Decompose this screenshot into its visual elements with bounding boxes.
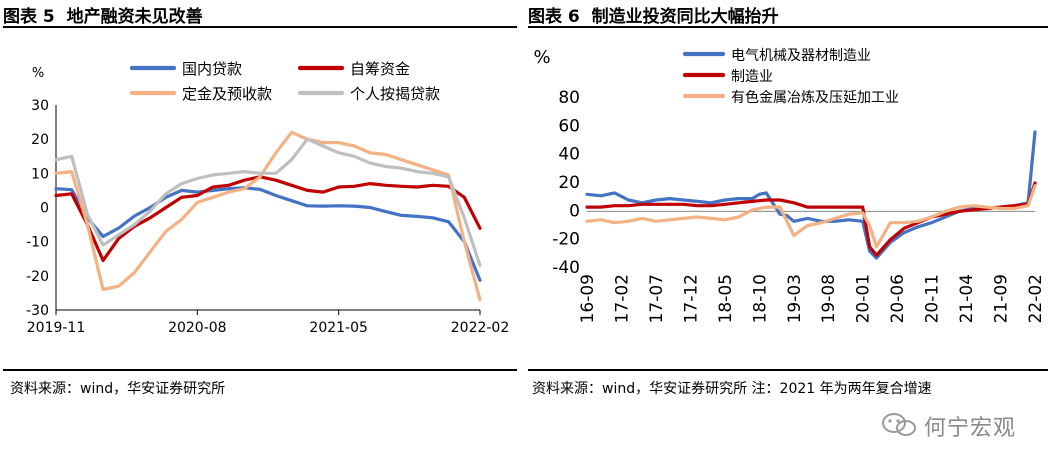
right-x-tick-label: 19-08 [819, 274, 839, 323]
right-title-prefix: 图表 6 [528, 7, 580, 27]
right-x-tick-label: 18-10 [750, 274, 770, 323]
left-x-tick-label: 2022-02 [451, 320, 510, 336]
left-legend-label-1: 国内贷款 [182, 60, 242, 78]
left-x-tick-label: 2021-05 [309, 320, 368, 336]
left-legend-label-2: 自筹资金 [350, 60, 410, 78]
right-y-tick-label: -40 [552, 258, 580, 278]
right-x-tick-label: 20-06 [888, 274, 908, 323]
left-series-line-4 [54, 137, 482, 268]
left-title-text: 地产融资未见改善 [66, 7, 203, 27]
right-chart: % -40 -20 0 20 40 60 80 16-09 17-02 17-07 17-12 18-0… [533, 47, 1046, 323]
left-y-unit-label: % [32, 66, 44, 81]
right-x-tick-label: 19-03 [785, 274, 805, 323]
right-x-tick-label: 22-02 [1026, 274, 1046, 323]
right-legend-label-2: 制造业 [731, 69, 773, 85]
left-y-tick-label: -10 [26, 235, 49, 251]
right-x-tick-label: 18-05 [716, 274, 736, 323]
left-y-tick-label: -20 [26, 269, 49, 285]
right-x-tick-label: 17-02 [612, 274, 632, 323]
right-x-tick-label: 20-01 [854, 274, 874, 323]
left-series-line-3 [54, 130, 482, 302]
left-chart-title: 图表 5 地产融资未见改善 [3, 2, 203, 27]
left-y-tick-label: 30 [31, 98, 49, 114]
right-x-tick-label: 21-09 [992, 274, 1012, 323]
left-series-line-2 [54, 175, 482, 263]
right-source-rule [528, 369, 1048, 371]
right-title-rule [528, 26, 1048, 28]
left-series-line-1 [54, 186, 482, 282]
right-y-tick-label: 60 [558, 116, 580, 136]
right-x-tick-label: 20-11 [923, 274, 943, 323]
watermark-text: 何宁宏观 [924, 416, 1017, 441]
right-legend-label-1: 电气机械及器材制造业 [731, 48, 871, 64]
right-x-tick-label: 17-07 [647, 274, 667, 323]
right-x-tick-label: 21-04 [957, 274, 977, 323]
left-chart: % -30 -20 -10 0 10 20 30 2019-11 2020-08 2021-05 20… [26, 60, 510, 336]
wechat-icon [882, 413, 916, 436]
right-y-tick-label: 0 [569, 201, 580, 221]
left-x-tick-label: 2020-08 [168, 320, 227, 336]
right-chart-title: 图表 6 制造业投资同比大幅抬升 [528, 2, 779, 27]
right-y-tick-label: 40 [558, 145, 580, 165]
left-y-tick-label: -30 [26, 303, 49, 319]
right-y-tick-label: 80 [558, 88, 580, 108]
right-y-unit-label: % [533, 47, 550, 68]
left-x-tick-label: 2019-11 [27, 320, 86, 336]
right-source-note: 资料来源：wind，华安证券研究所 注：2021 年为两年复合增速 [532, 381, 932, 397]
right-x-tick-label: 17-12 [681, 274, 701, 323]
right-x-tick-label: 16-09 [578, 274, 598, 323]
right-y-tick-label: -20 [552, 230, 580, 250]
left-source-note: 资料来源：wind，华安证券研究所 [10, 381, 226, 397]
right-series-line-2 [585, 181, 1037, 257]
right-series-line-3 [585, 184, 1037, 249]
left-y-tick-label: 20 [31, 132, 49, 148]
left-source-rule [3, 369, 517, 371]
left-title-rule [3, 26, 517, 28]
left-title-prefix: 图表 5 [3, 7, 55, 27]
right-series-line-1 [585, 130, 1037, 260]
right-legend-label-3: 有色金属冶炼及压延加工业 [731, 89, 899, 106]
left-y-tick-label: 10 [31, 166, 49, 182]
left-legend-label-3: 定金及预收款 [182, 85, 272, 103]
left-legend-label-4: 个人按揭贷款 [350, 85, 440, 103]
right-title-text: 制造业投资同比大幅抬升 [591, 7, 779, 27]
left-y-tick-label: 0 [40, 201, 49, 217]
right-y-tick-label: 20 [558, 173, 580, 193]
